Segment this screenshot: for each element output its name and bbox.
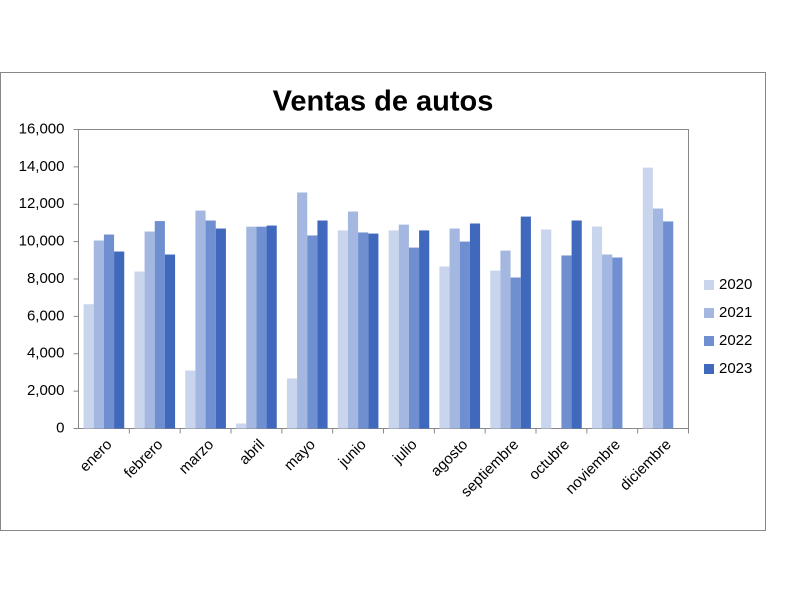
bar (571, 220, 582, 429)
y-tick-label: 10,000 (19, 233, 65, 250)
bar (347, 211, 359, 429)
bar (215, 228, 226, 429)
bar (195, 210, 206, 429)
y-tick-label: 16,000 (19, 120, 65, 137)
legend-swatch (704, 364, 714, 374)
y-tick-label: 6,000 (27, 307, 65, 324)
bar (419, 230, 430, 429)
legend-swatch (704, 308, 714, 318)
bar (93, 240, 104, 429)
bar (358, 232, 369, 429)
bar (144, 231, 155, 429)
bar (205, 220, 216, 429)
y-tick-label: 8,000 (27, 270, 65, 287)
y-tick-label: 14,000 (19, 158, 65, 175)
legend-label: 2022 (719, 332, 752, 349)
bar (154, 221, 165, 429)
legend-swatch (704, 336, 714, 346)
bar (612, 257, 623, 429)
bar (164, 254, 176, 429)
bar (449, 228, 460, 429)
bar (490, 270, 501, 429)
bar (388, 230, 399, 429)
legend-label: 2020 (719, 276, 752, 293)
bar (286, 378, 298, 429)
bar (591, 226, 603, 429)
bar (439, 266, 450, 429)
bar (246, 226, 257, 429)
bar (500, 250, 511, 429)
bar (337, 230, 348, 429)
y-tick-label: 12,000 (19, 195, 65, 212)
bar (83, 304, 94, 429)
legend-label: 2023 (719, 360, 752, 377)
bar (459, 241, 470, 429)
bar (307, 235, 318, 429)
bar (256, 226, 267, 429)
bar (368, 233, 379, 429)
chart-frame (0, 72, 766, 531)
bar (663, 221, 674, 429)
bar (236, 423, 247, 429)
bar (317, 220, 328, 429)
legend-label: 2021 (719, 304, 752, 321)
y-tick-label: 0 (56, 419, 64, 436)
y-tick-label: 4,000 (27, 345, 65, 362)
bar (520, 216, 531, 429)
y-tick-label: 2,000 (27, 382, 65, 399)
bar (398, 224, 409, 429)
bar (642, 167, 653, 429)
bar (266, 225, 277, 429)
bar (103, 234, 115, 429)
bar (134, 271, 145, 429)
bar (541, 229, 552, 429)
legend-swatch (704, 280, 714, 290)
bar (652, 208, 664, 429)
chart-title: Ventas de autos (273, 86, 494, 118)
bar (408, 247, 420, 429)
bar (114, 251, 125, 429)
bar (185, 370, 196, 429)
bar (297, 192, 308, 429)
bar (602, 254, 613, 429)
bar (469, 223, 481, 429)
bar (510, 277, 521, 429)
bar (561, 255, 572, 429)
